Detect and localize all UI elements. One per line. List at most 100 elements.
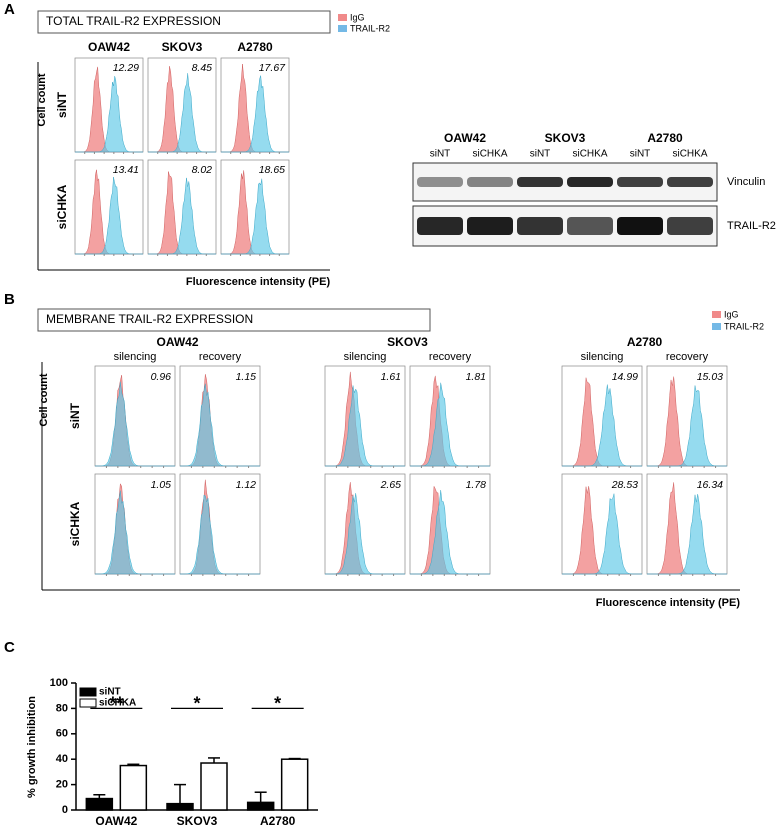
legend-swatch: [712, 323, 721, 330]
trail-histogram: [148, 177, 216, 255]
mfi-ratio: 15.03: [697, 371, 723, 383]
legend-swatch: [712, 311, 721, 318]
panel-label: C: [4, 639, 15, 656]
y-tick-label: 0: [62, 804, 68, 816]
blot-group: A2780: [647, 131, 683, 145]
mfi-ratio: 8.45: [192, 62, 213, 74]
title-box: [37, 10, 331, 34]
title-box: [37, 308, 431, 332]
significance-label: *: [193, 693, 200, 713]
lane-label: siCHKA: [572, 149, 607, 160]
x-tick-label: SKOV3: [177, 814, 218, 825]
lane-label: siNT: [630, 149, 651, 160]
mfi-ratio: 1.15: [236, 371, 257, 383]
trail-histogram: [75, 76, 143, 153]
condition-label: recovery: [666, 351, 709, 363]
trail-histogram: [410, 490, 490, 575]
significance-label: **: [109, 693, 123, 713]
lane-label: siNT: [430, 149, 451, 160]
bar: [200, 762, 228, 811]
column-header: OAW42: [88, 40, 130, 54]
trail-histogram: [95, 381, 175, 467]
blot-band: [617, 177, 663, 187]
trail-histogram: [221, 178, 289, 255]
histogram-frame: [646, 365, 728, 467]
blot-band: [417, 217, 463, 235]
column-header: SKOV3: [162, 40, 203, 54]
trail-histogram: [562, 493, 642, 575]
legend-swatch: [79, 687, 97, 697]
blot-band: [667, 177, 713, 187]
lane-label: siCHKA: [472, 149, 507, 160]
group-header: OAW42: [156, 335, 198, 349]
lane-label: siNT: [530, 149, 551, 160]
mfi-ratio: 0.96: [151, 371, 172, 383]
condition-label: recovery: [199, 351, 242, 363]
mfi-ratio: 2.65: [380, 479, 402, 491]
blot-box: [412, 205, 718, 247]
y-tick-label: 100: [50, 677, 68, 689]
legend-swatch: [79, 698, 97, 708]
mfi-ratio: 1.61: [381, 371, 401, 383]
row-label: siNT: [68, 402, 82, 429]
blot-band: [467, 177, 513, 187]
mfi-ratio: 28.53: [611, 479, 638, 491]
x-label: Fluorescence intensity (PE): [596, 597, 741, 609]
bar: [166, 802, 194, 811]
trail-histogram: [148, 73, 216, 153]
legend-label: siNT: [99, 687, 121, 698]
histogram-frame: [94, 365, 176, 467]
x-tick-label: A2780: [260, 814, 296, 825]
blot-band: [617, 217, 663, 235]
trail-histogram: [325, 493, 405, 575]
blot-band: [567, 177, 613, 187]
y-tick-label: 60: [56, 728, 68, 740]
row-label: siCHKA: [68, 501, 82, 546]
band-label: TRAIL-R2: [727, 220, 776, 232]
panel-title: TOTAL TRAIL-R2 EXPRESSION: [46, 14, 221, 28]
group-header: A2780: [627, 335, 663, 349]
significance-label: *: [274, 693, 281, 713]
mfi-ratio: 14.99: [612, 371, 638, 383]
histogram-frame: [179, 365, 261, 467]
trail-histogram: [562, 384, 642, 467]
histogram-frame: [646, 473, 728, 575]
trail-histogram: [410, 382, 490, 467]
x-tick-label: OAW42: [95, 814, 137, 825]
y-tick-label: 20: [56, 779, 68, 791]
blot-band: [517, 217, 563, 235]
trail-histogram: [95, 490, 175, 575]
mfi-ratio: 18.65: [259, 164, 285, 176]
trail-histogram: [221, 75, 289, 153]
y-label: % growth inhibition: [26, 696, 38, 798]
y-label: Cell count: [36, 73, 48, 127]
panel-label: A: [4, 1, 15, 18]
lane-label: siCHKA: [672, 149, 707, 160]
mfi-ratio: 1.81: [466, 371, 486, 383]
bar: [119, 764, 148, 811]
bar: [280, 758, 309, 811]
mfi-ratio: 1.05: [151, 479, 172, 491]
blot-box: [412, 162, 718, 202]
legend-label: TRAIL-R2: [724, 321, 764, 331]
mfi-ratio: 8.02: [192, 164, 213, 176]
bar: [246, 801, 275, 811]
blot-band: [567, 217, 613, 235]
group-header: SKOV3: [387, 335, 428, 349]
legend-swatch: [338, 14, 347, 21]
trail-histogram: [75, 176, 143, 255]
trail-histogram: [180, 494, 260, 575]
trail-histogram: [325, 385, 405, 467]
condition-label: silencing: [581, 351, 624, 363]
mfi-ratio: 17.67: [259, 62, 286, 74]
condition-label: silencing: [114, 351, 157, 363]
column-header: A2780: [237, 40, 273, 54]
bar: [85, 797, 114, 811]
legend-label: IgG: [724, 309, 739, 319]
condition-label: recovery: [429, 351, 472, 363]
row-label: siNT: [55, 91, 69, 118]
histogram-frame: [324, 473, 406, 575]
trail-histogram: [647, 385, 727, 467]
mfi-ratio: 1.12: [236, 479, 257, 491]
